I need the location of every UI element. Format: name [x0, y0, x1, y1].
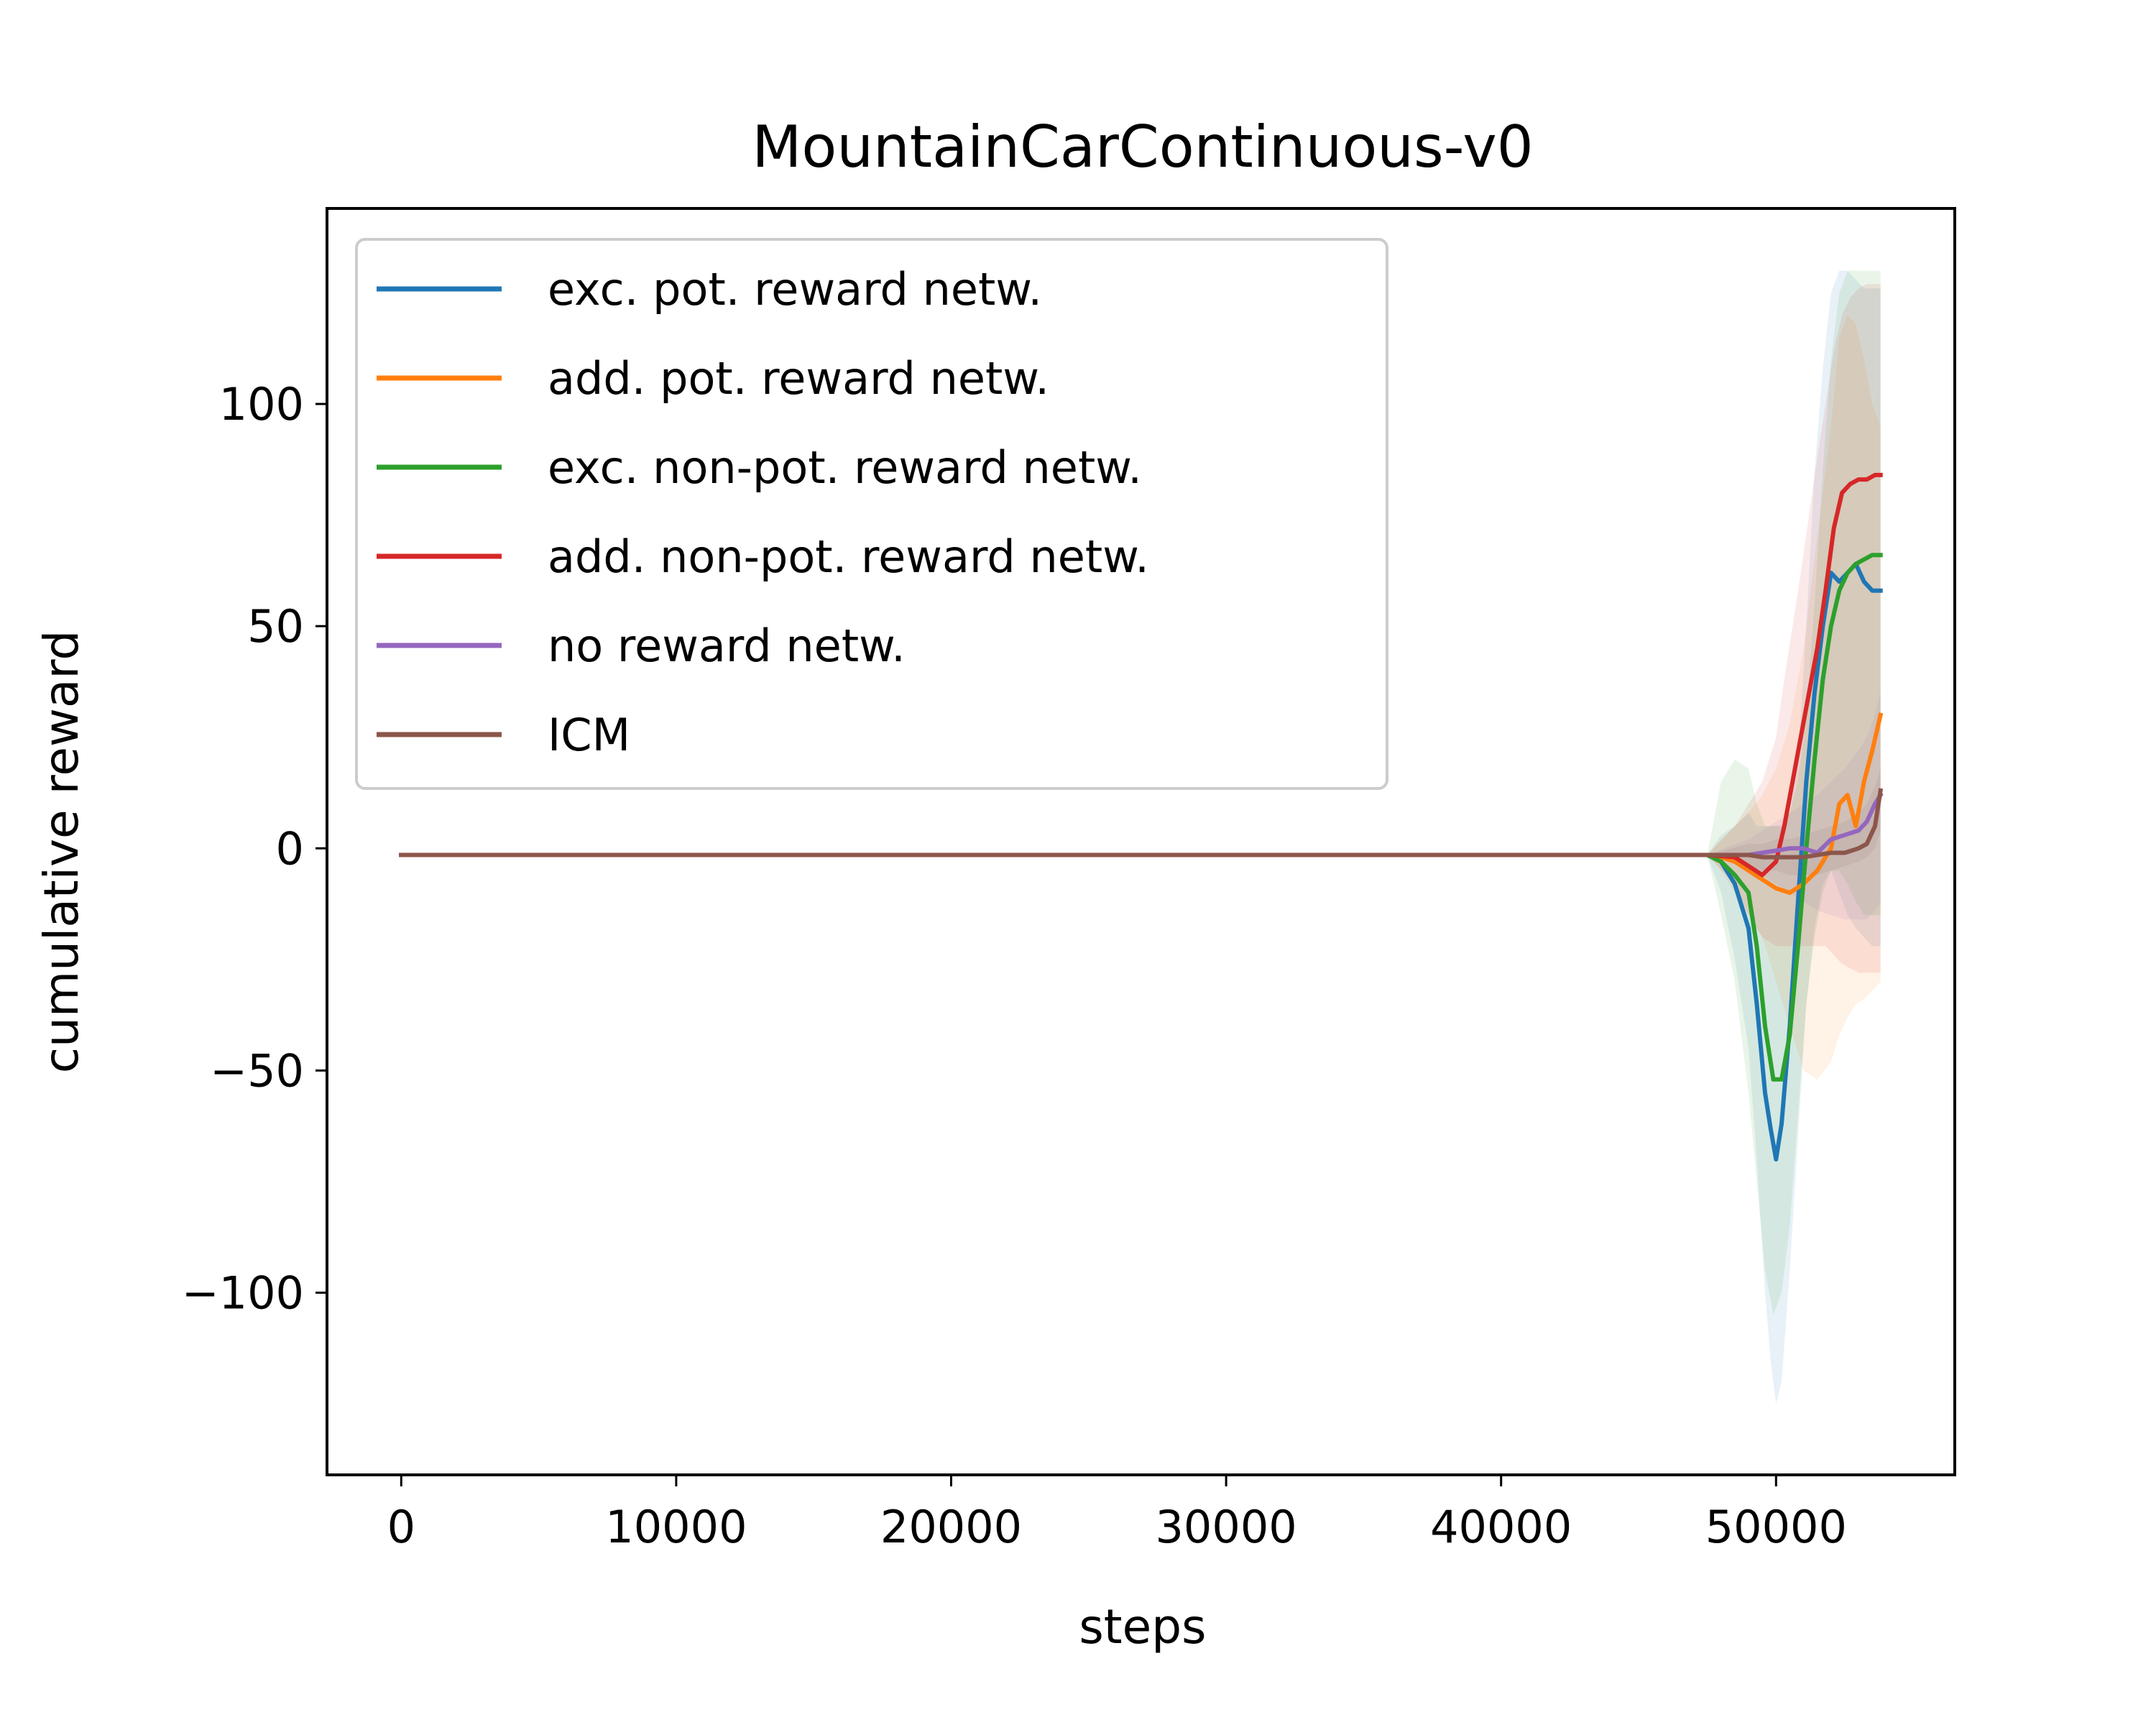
line-series-4 — [399, 472, 1883, 878]
legend-label: ICM — [548, 709, 630, 761]
legend-label: exc. pot. reward netw. — [548, 263, 1042, 316]
y-axis-label: cumulative reward — [34, 630, 89, 1073]
y-axis: −100 −50 0 50 100 — [182, 378, 327, 1320]
legend: exc. pot. reward netw. add. pot. reward n… — [355, 238, 1388, 790]
line-series-3 — [399, 553, 1883, 1082]
y-tick-label: 100 — [219, 378, 304, 431]
x-tick-label: 0 — [387, 1501, 415, 1553]
legend-box — [355, 238, 1388, 790]
x-tick-label: 40000 — [1430, 1501, 1572, 1553]
y-tick-label: −50 — [210, 1044, 304, 1097]
series-lines — [399, 472, 1884, 1162]
line-series-6 — [399, 788, 1884, 860]
y-tick-label: −100 — [182, 1267, 304, 1320]
legend-label: no reward netw. — [548, 620, 906, 672]
x-tick-label: 10000 — [605, 1501, 747, 1553]
x-tick-label: 50000 — [1705, 1501, 1847, 1553]
x-axis: 0 10000 20000 30000 40000 50000 — [387, 1475, 1847, 1553]
legend-label: add. non-pot. reward netw. — [548, 530, 1149, 583]
x-tick-label: 20000 — [880, 1501, 1022, 1553]
axes-frame — [326, 207, 1956, 1476]
y-tick-label: 0 — [276, 822, 304, 875]
legend-label: add. pot. reward netw. — [548, 352, 1049, 405]
x-axis-label: steps — [1079, 1599, 1206, 1655]
y-tick-label: 50 — [247, 600, 304, 653]
legend-label: exc. non-pot. reward netw. — [548, 441, 1142, 494]
x-tick-label: 30000 — [1155, 1501, 1296, 1553]
chart-title: MountainCarContinuous-v0 — [752, 114, 1533, 180]
